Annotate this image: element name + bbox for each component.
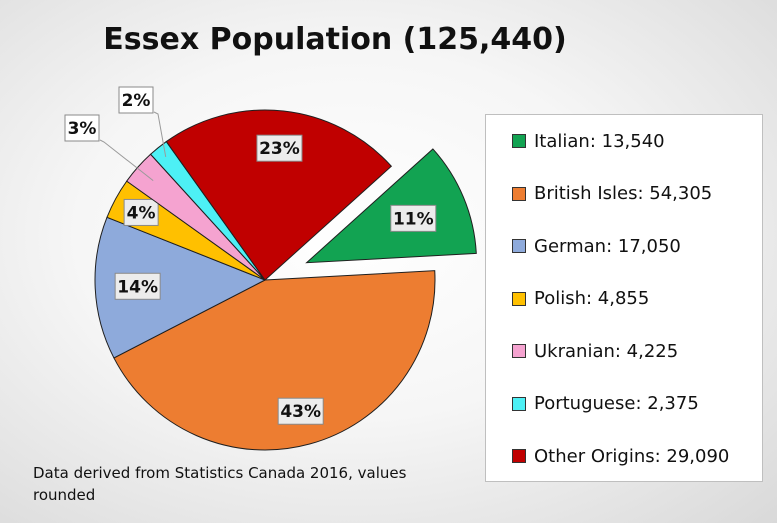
legend-label-german: German: 17,050 [534, 235, 681, 257]
data-label-box-british-isles [277, 397, 324, 425]
data-label-box-ukranian [64, 114, 100, 142]
data-label-other-origins: 23% [259, 139, 300, 159]
legend-swatch-british-isles [512, 186, 526, 201]
legend-item-portuguese: Portuguese: 2,375 [512, 391, 699, 417]
footnote: Data derived from Statistics Canada 2016… [33, 464, 407, 504]
legend-item-german: German: 17,050 [512, 233, 681, 259]
legend-label-polish: Polish: 4,855 [534, 288, 650, 309]
data-label-german: 14% [117, 277, 158, 297]
data-label-polish: 4% [127, 203, 156, 223]
data-label-box-portuguese [118, 86, 154, 114]
leader-line-portuguese [153, 111, 167, 158]
legend-label-british-isles: British Isles: 54,305 [534, 183, 713, 204]
legend-swatch-portuguese [512, 396, 526, 411]
data-label-box-italian [390, 204, 437, 232]
pie-slice-german [94, 216, 267, 359]
legend-label-portuguese: Portuguese: 2,375 [534, 393, 699, 414]
pie-slice-british-isles [113, 270, 436, 451]
legend-swatch-polish [512, 291, 526, 306]
data-label-box-polish [123, 198, 159, 226]
legend-swatch-italian [512, 134, 526, 148]
legend-label-other-origins: Other Origins: 29,090 [534, 445, 730, 467]
legend-swatch-german [512, 239, 526, 253]
chart-title: Essex Population (125,440) [103, 22, 567, 57]
data-label-box-german [114, 272, 161, 300]
legend-label-italian: Italian: 13,540 [534, 130, 665, 152]
pie-chart: 11% 43% 14% 4% 3% 2% 23% [64, 86, 477, 451]
legend-item-other-origins: Other Origins: 29,090 [512, 443, 729, 469]
legend-swatch-ukranian [512, 344, 526, 358]
leader-line-ukranian [99, 139, 154, 181]
legend-swatch-other-origins [512, 449, 526, 463]
data-label-ukranian: 3% [68, 119, 97, 139]
legend-item-italian: Italian: 13,540 [512, 128, 665, 154]
data-label-portuguese: 2% [122, 91, 151, 111]
legend-item-british-isles: British Isles: 54,305 [512, 181, 712, 207]
legend: Italian: 13,540 British Isles: 54,305 Germ… [485, 114, 763, 482]
legend-item-polish: Polish: 4,855 [512, 286, 649, 312]
data-label-italian: 11% [393, 209, 434, 229]
legend-item-ukranian: Ukranian: 4,225 [512, 338, 678, 364]
data-label-british-isles: 43% [280, 402, 321, 422]
data-label-box-other-origins [256, 134, 303, 162]
legend-label-ukranian: Ukranian: 4,225 [534, 340, 679, 362]
pie-slice-other-origins [165, 109, 393, 281]
